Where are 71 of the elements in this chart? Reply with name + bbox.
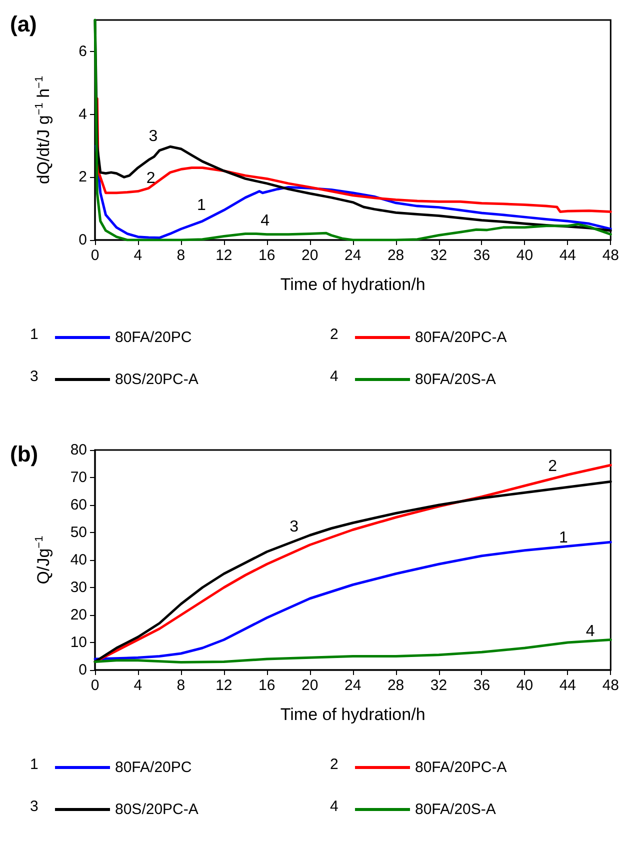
text: 1 <box>30 756 38 773</box>
y-tick-label: 0 <box>78 662 87 678</box>
text: 2 <box>330 326 338 343</box>
legend-label: 80FA/20PC <box>115 759 192 776</box>
annotation: 3 <box>290 518 299 536</box>
annotation: 2 <box>548 458 558 475</box>
x-tick-label: 12 <box>216 677 232 694</box>
y-tick-label: 2 <box>78 168 87 186</box>
annotation: 1 <box>197 196 206 214</box>
y-tick-label: 70 <box>70 469 87 486</box>
x-tick-label: 0 <box>90 677 100 694</box>
legend-label: 80S/20PC-A <box>115 371 198 388</box>
x-tick-label: 40 <box>516 247 534 264</box>
text: 3 <box>30 368 38 385</box>
annotation: 2 <box>146 170 156 187</box>
text: 4 <box>330 368 338 385</box>
x-tick-label: 48 <box>602 677 619 694</box>
x-tick-label: 4 <box>134 247 142 264</box>
x-tick-label: 8 <box>176 677 186 694</box>
legend-label: 80FA/20S-A <box>415 371 496 388</box>
x-tick-label: 48 <box>602 247 619 264</box>
legend-label: 80FA/20PC-A <box>415 329 507 346</box>
legend-label: 80FA/20PC-A <box>415 759 507 776</box>
x-tick-label: 20 <box>302 677 318 694</box>
y-tick-label: 60 <box>70 496 87 514</box>
annotation: 3 <box>148 128 158 146</box>
annotation: 4 <box>260 212 270 230</box>
x-tick-label: 4 <box>134 677 142 694</box>
x-tick-label: 36 <box>473 247 490 264</box>
y-tick-label: 4 <box>78 106 87 123</box>
legend-label: 80S/20PC-A <box>115 801 198 818</box>
chart-title: (b) <box>10 442 38 466</box>
line-series <box>94 638 612 664</box>
y-tick-label: 30 <box>70 579 87 596</box>
x-tick-label: 32 <box>430 247 448 264</box>
x-axis-title: Time of hydration/h <box>280 275 426 294</box>
y-axis-title: Q/Jg−1 <box>34 536 53 584</box>
annotation: 1 <box>558 530 568 546</box>
x-tick-label: 36 <box>473 677 490 694</box>
x-tick-label: 16 <box>258 247 276 264</box>
y-tick-label: 50 <box>70 524 87 541</box>
x-tick-label: 44 <box>559 247 576 264</box>
y-tick-label: 40 <box>70 552 87 568</box>
y-tick-label: 20 <box>70 606 87 624</box>
x-tick-label: 44 <box>559 677 576 694</box>
text: 1 <box>30 326 38 343</box>
x-axis-title: Time of hydration/h <box>280 705 426 724</box>
x-tick-label: 20 <box>302 247 318 264</box>
y-tick-label: 0 <box>78 232 87 248</box>
x-tick-label: 24 <box>344 247 362 264</box>
x-tick-label: 24 <box>344 677 362 694</box>
x-tick-label: 32 <box>430 677 448 694</box>
x-tick-label: 12 <box>216 247 232 264</box>
y-tick-label: 10 <box>70 634 87 651</box>
text: 2 <box>330 756 338 773</box>
y-axis-title: dQ/dt/J g−1 h−1 <box>34 76 53 184</box>
y-tick-label: 80 <box>70 442 87 458</box>
text: 4 <box>330 798 338 815</box>
chart-title: (a) <box>10 12 37 36</box>
x-tick-label: 16 <box>258 677 276 694</box>
legend-label: 80FA/20PC <box>115 329 192 346</box>
x-tick-label: 0 <box>90 247 100 264</box>
text: 3 <box>30 798 38 815</box>
y-tick-label: 6 <box>78 42 87 60</box>
x-tick-label: 28 <box>387 247 404 264</box>
legend-label: 80FA/20S-A <box>415 801 496 818</box>
annotation: 4 <box>586 623 595 640</box>
x-tick-label: 28 <box>387 677 404 694</box>
x-tick-label: 40 <box>516 677 534 694</box>
x-tick-label: 8 <box>176 247 186 264</box>
line-series <box>94 540 612 660</box>
